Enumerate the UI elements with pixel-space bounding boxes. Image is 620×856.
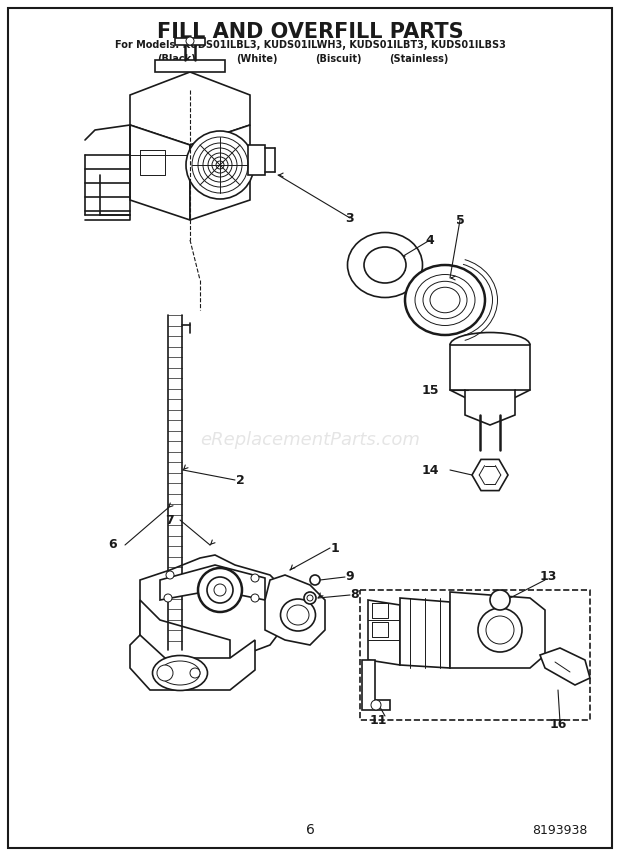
Polygon shape [155, 60, 225, 72]
Circle shape [307, 595, 313, 601]
Polygon shape [265, 575, 325, 645]
Text: (Stainless): (Stainless) [389, 54, 448, 64]
Text: 15: 15 [421, 383, 439, 396]
Polygon shape [362, 660, 390, 710]
Text: eReplacementParts.com: eReplacementParts.com [200, 431, 420, 449]
Text: (Black): (Black) [157, 54, 196, 64]
Circle shape [214, 584, 226, 596]
Text: 16: 16 [549, 718, 567, 732]
Ellipse shape [160, 661, 200, 685]
Polygon shape [248, 145, 265, 175]
Text: FILL AND OVERFILL PARTS: FILL AND OVERFILL PARTS [157, 22, 463, 42]
Ellipse shape [287, 605, 309, 625]
Polygon shape [190, 125, 250, 220]
Text: 14: 14 [421, 463, 439, 477]
Circle shape [164, 594, 172, 602]
Text: 3: 3 [346, 211, 354, 224]
Text: 4: 4 [425, 234, 435, 247]
Polygon shape [140, 555, 285, 660]
Polygon shape [450, 592, 545, 668]
Ellipse shape [186, 131, 254, 199]
Text: 9: 9 [346, 570, 354, 584]
Polygon shape [140, 600, 230, 660]
Circle shape [157, 665, 173, 681]
Polygon shape [400, 598, 450, 668]
Polygon shape [160, 565, 265, 600]
Polygon shape [368, 600, 400, 665]
Polygon shape [130, 635, 255, 690]
Circle shape [207, 577, 233, 603]
Text: For Models: KUDS01ILBL3, KUDS01ILWH3, KUDS01ILBT3, KUDS01ILBS3: For Models: KUDS01ILBL3, KUDS01ILWH3, KU… [115, 40, 505, 50]
Ellipse shape [405, 265, 485, 335]
Circle shape [198, 568, 242, 612]
Polygon shape [450, 345, 530, 410]
Text: 8: 8 [351, 589, 360, 602]
Text: 13: 13 [539, 570, 557, 584]
Text: 6: 6 [108, 538, 117, 551]
Polygon shape [472, 460, 508, 490]
Polygon shape [130, 72, 250, 145]
Ellipse shape [280, 599, 316, 631]
Circle shape [251, 594, 259, 602]
Circle shape [371, 700, 381, 710]
Text: (Biscuit): (Biscuit) [315, 54, 361, 64]
Text: 7: 7 [166, 514, 174, 526]
Circle shape [186, 37, 194, 45]
Text: (White): (White) [237, 54, 278, 64]
Polygon shape [175, 38, 205, 45]
Ellipse shape [347, 233, 422, 298]
Text: 8193938: 8193938 [533, 823, 588, 836]
Circle shape [478, 608, 522, 652]
Text: 2: 2 [236, 473, 244, 486]
Circle shape [166, 571, 174, 579]
Ellipse shape [153, 656, 208, 691]
Polygon shape [540, 648, 590, 685]
Circle shape [251, 574, 259, 582]
Text: 6: 6 [306, 823, 314, 837]
Text: 11: 11 [370, 714, 387, 727]
Circle shape [190, 668, 200, 678]
Circle shape [304, 592, 316, 604]
Ellipse shape [364, 247, 406, 283]
Circle shape [486, 616, 514, 644]
Polygon shape [465, 390, 515, 425]
Text: 1: 1 [330, 542, 339, 555]
Polygon shape [130, 125, 190, 220]
Circle shape [310, 575, 320, 585]
Circle shape [490, 590, 510, 610]
Text: 5: 5 [456, 213, 464, 227]
